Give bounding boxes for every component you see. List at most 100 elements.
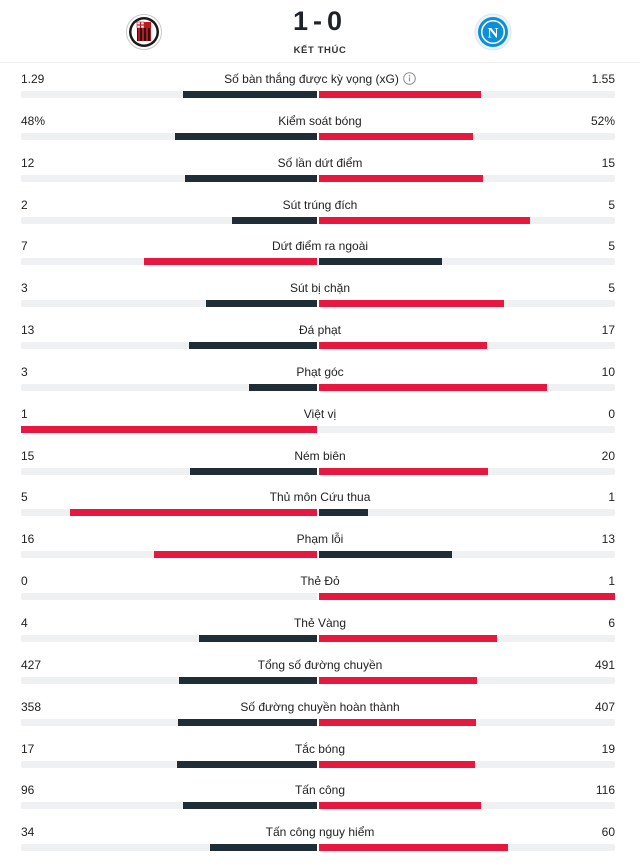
home-stat-bar-track <box>21 216 317 224</box>
away-stat-bar-fill <box>319 718 477 726</box>
stat-label: Dứt điểm ra ngoài <box>0 239 640 253</box>
away-stat-value: 17 <box>601 323 615 338</box>
match-status: KẾT THÚC <box>293 45 347 56</box>
away-stat-bar-track <box>319 634 615 642</box>
away-stat-bar-track <box>319 342 615 350</box>
home-stat-bar-fill <box>179 676 317 684</box>
stat-label: Số lần dứt điểm <box>0 156 640 170</box>
away-stat-bar-track <box>319 593 615 601</box>
home-stat-bar-fill <box>206 300 317 308</box>
stat-row: 34 Tấn công nguy hiểm 60 <box>0 819 640 861</box>
stat-label: Sút bị chặn <box>0 281 640 295</box>
stat-label-text: Phạt góc <box>296 364 344 379</box>
away-stat-value: 6 <box>608 615 615 630</box>
away-stat-value: 407 <box>594 699 615 714</box>
home-stat-bar-track <box>21 383 317 391</box>
away-stat-bar-fill <box>319 91 481 98</box>
home-stat-value: 358 <box>21 699 42 714</box>
away-stat-value: 491 <box>594 657 615 672</box>
stat-row: 1.29 Số bàn thắng được kỳ vọng (xG) 1.55 <box>0 66 640 108</box>
away-stat-bar-fill <box>319 593 615 601</box>
home-stat-bar-fill <box>70 509 317 517</box>
match-score: 1-0 <box>292 6 348 36</box>
home-stat-value: 5 <box>21 490 28 505</box>
away-stat-value: 5 <box>608 281 615 296</box>
away-stat-value: 20 <box>601 448 615 463</box>
away-stat-bar-fill <box>319 300 504 308</box>
home-stat-bar-fill <box>209 844 317 852</box>
away-stat-bar-fill <box>319 216 531 224</box>
home-stat-bar-track <box>21 593 317 601</box>
stat-label-text: Tắc bóng <box>294 741 346 756</box>
away-stat-bar-track <box>319 216 615 224</box>
info-icon[interactable] <box>403 72 416 85</box>
away-stat-bar-track <box>319 676 615 684</box>
stat-row: 12 Số lần dứt điểm 15 <box>0 150 640 192</box>
home-stat-value: 3 <box>21 364 28 379</box>
stat-label: Ném biên <box>0 449 640 463</box>
home-stat-value: 2 <box>21 197 28 212</box>
stat-row: 48% Kiểm soát bóng 52% <box>0 108 640 150</box>
stat-row: 5 Thủ môn Cứu thua 1 <box>0 484 640 526</box>
home-stat-bar-track <box>21 802 317 810</box>
home-stat-bar-fill <box>178 718 317 726</box>
home-stat-value: 48% <box>21 113 46 128</box>
home-stat-value: 0 <box>21 574 28 589</box>
stat-label: Phạm lỗi <box>0 532 640 546</box>
away-stat-bar-fill <box>319 174 484 182</box>
away-stat-value: 19 <box>601 741 615 756</box>
home-stat-value: 16 <box>21 532 35 547</box>
stat-label-text: Dứt điểm ra ngoài <box>271 239 369 254</box>
home-stat-bar-track <box>21 844 317 852</box>
home-stat-bar-fill <box>248 383 317 391</box>
away-stat-bar-fill <box>319 509 369 517</box>
stat-label: Việt vị <box>0 407 640 421</box>
home-stat-value: 4 <box>21 615 28 630</box>
home-stat-bar-fill <box>21 425 317 433</box>
stat-label: Phạt góc <box>0 365 640 379</box>
away-stat-bar-track <box>319 425 615 433</box>
svg-text:N: N <box>488 26 499 42</box>
away-stat-bar-fill <box>319 760 476 768</box>
away-stat-bar-track <box>319 174 615 182</box>
stat-label-text: Sút trúng đích <box>282 197 358 212</box>
stat-label-text: Thẻ Đỏ <box>300 574 340 589</box>
stat-label: Thẻ Vàng <box>0 616 640 630</box>
stat-label: Số đường chuyền hoàn thành <box>0 700 640 714</box>
stat-row: 7 Dứt điểm ra ngoài 5 <box>0 233 640 275</box>
stat-label-text: Số lần dứt điểm <box>277 155 363 170</box>
stat-label-text: Việt vị <box>303 406 337 421</box>
away-stat-value: 10 <box>601 364 615 379</box>
away-stat-bar-track <box>319 258 615 266</box>
home-team-crest[interactable] <box>125 13 163 51</box>
home-stat-bar-fill <box>188 342 317 350</box>
home-stat-bar-fill <box>185 174 317 182</box>
away-stat-bar-track <box>319 467 615 475</box>
away-stat-bar-track <box>319 718 615 726</box>
home-stat-bar-track <box>21 342 317 350</box>
stat-label: Đá phạt <box>0 323 640 337</box>
stat-label: Kiểm soát bóng <box>0 114 640 128</box>
away-stat-value: 1 <box>608 574 615 589</box>
stat-label: Tấn công nguy hiểm <box>0 825 640 839</box>
home-stat-bar-track <box>21 676 317 684</box>
home-stat-bar-track <box>21 760 317 768</box>
stat-label: Tấn công <box>0 783 640 797</box>
home-stat-value: 1 <box>21 406 28 421</box>
away-team-crest[interactable]: N <box>474 13 512 51</box>
home-stat-bar-track <box>21 634 317 642</box>
home-stat-value: 1.29 <box>21 72 45 86</box>
stat-label: Thủ môn Cứu thua <box>0 490 640 504</box>
home-stat-bar-track <box>21 300 317 308</box>
home-stat-bar-fill <box>232 216 317 224</box>
home-stat-bar-track <box>21 174 317 182</box>
home-stat-bar-track <box>21 258 317 266</box>
home-stat-value: 96 <box>21 783 35 798</box>
stat-label: Số bàn thắng được kỳ vọng (xG) <box>0 72 640 86</box>
home-stat-bar-track <box>21 467 317 475</box>
home-stat-value: 13 <box>21 323 35 338</box>
stat-row: 427 Tổng số đường chuyền 491 <box>0 652 640 694</box>
home-stat-bar-fill <box>198 634 317 642</box>
home-stat-value: 3 <box>21 281 28 296</box>
away-stat-bar-track <box>319 300 615 308</box>
